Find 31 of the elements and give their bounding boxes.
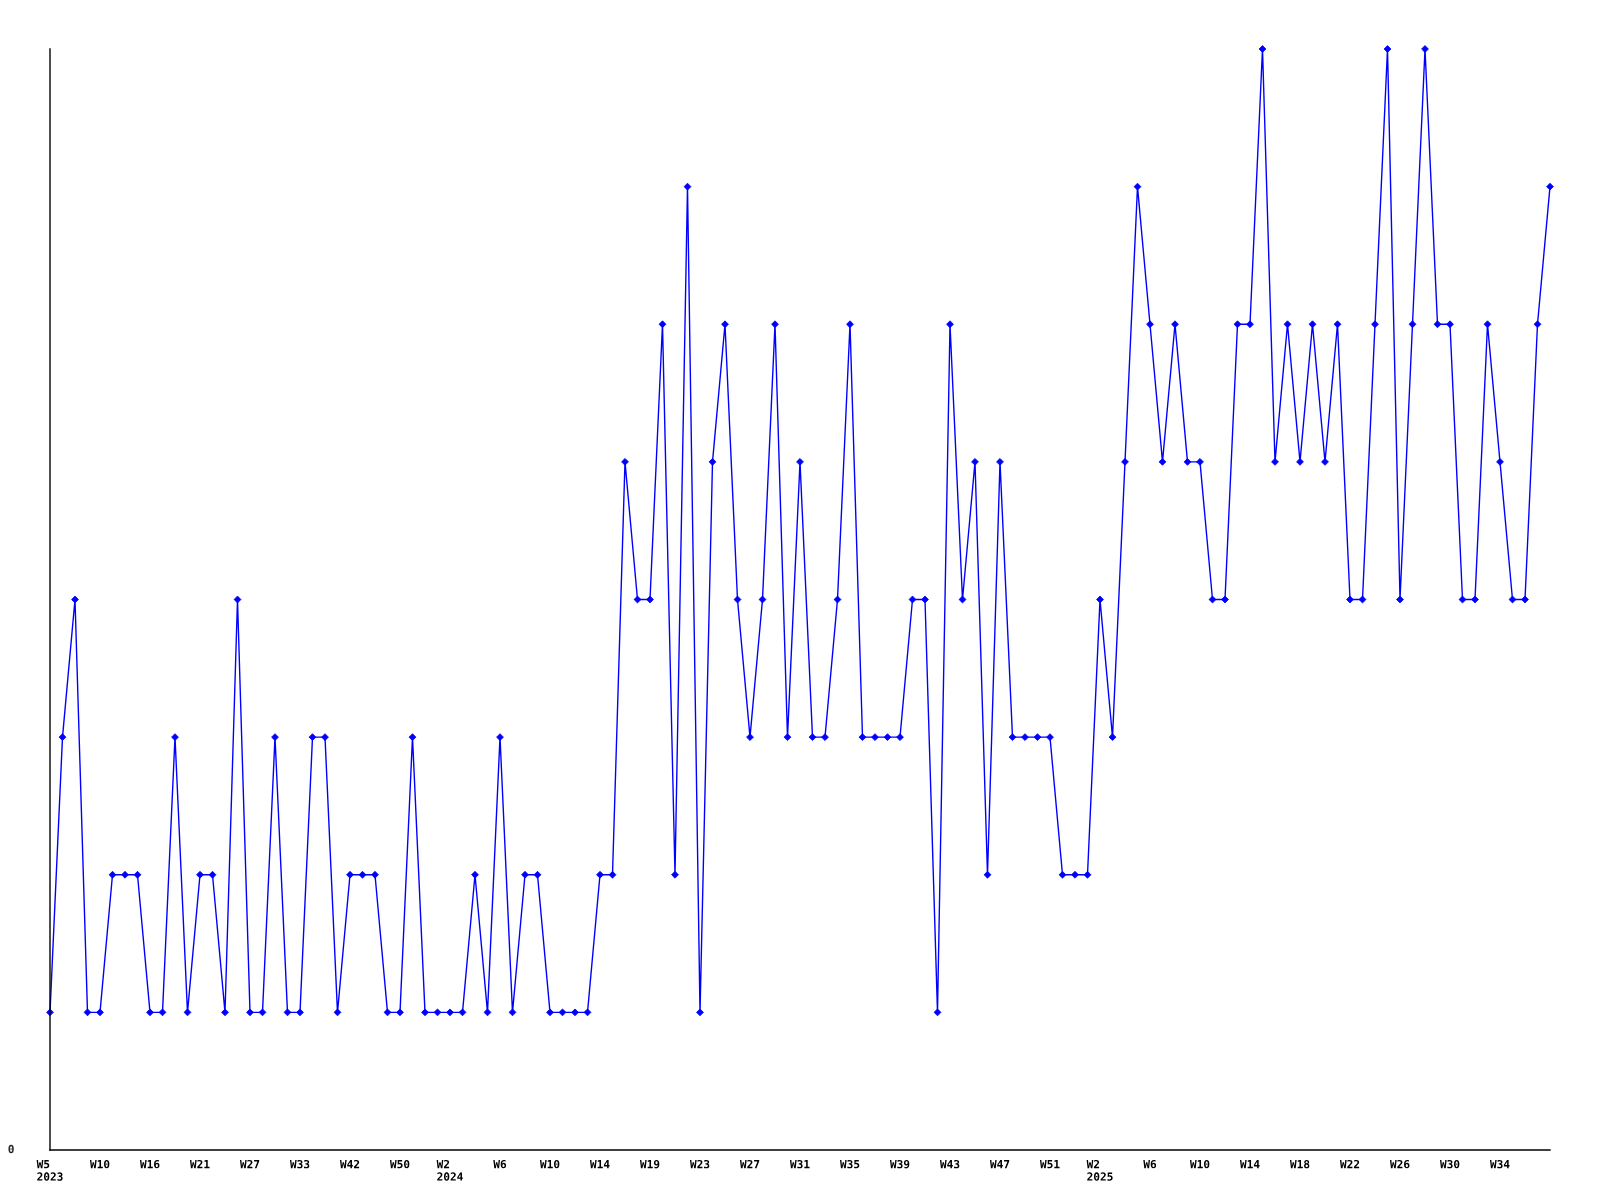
x-tick-label: W10 <box>89 1159 110 1169</box>
x-tick-label: W34 <box>1489 1159 1510 1169</box>
text: 0 <box>8 1144 14 1154</box>
x-tick-label: W50 <box>389 1159 410 1169</box>
x-tick-label: W5 2023 <box>36 1160 63 1181</box>
x-tick-label: W18 <box>1289 1159 1310 1169</box>
x-tick-label: W30 <box>1439 1159 1460 1169</box>
x-tick-label: W33 <box>289 1159 310 1169</box>
x-tick-label: W6 <box>493 1159 507 1169</box>
x-tick-label: W31 <box>789 1159 810 1169</box>
x-tick-label: W2 2024 <box>436 1159 463 1181</box>
x-tick-label: W23 <box>689 1159 710 1169</box>
x-tick-label: W43 <box>939 1159 960 1169</box>
x-tick-label: W14 <box>589 1160 610 1169</box>
x-tick-label: W2 2025 <box>1086 1159 1113 1181</box>
x-tick-label: W27 <box>239 1159 260 1169</box>
x-tick-label: W51 <box>1039 1160 1060 1169</box>
x-tick-label: W10 <box>1189 1159 1210 1169</box>
x-tick-label: W21 <box>189 1159 210 1169</box>
x-tick-label: W14 <box>1239 1160 1260 1169</box>
x-tick-label: W10 <box>539 1159 560 1169</box>
x-tick-label: W22 <box>1339 1159 1360 1169</box>
x-tick-label: W47 <box>989 1160 1010 1169</box>
x-tick-label: W19 <box>639 1159 660 1169</box>
x-tick-label: W27 <box>739 1159 760 1169</box>
x-tick-label: W26 <box>1389 1159 1410 1169</box>
x-tick-label: W35 <box>839 1159 860 1169</box>
x-tick-label: W16 <box>139 1159 160 1169</box>
x-tick-label: W39 <box>889 1159 910 1169</box>
x-tick-label: W42 <box>339 1159 360 1169</box>
x-tick-label: W6 <box>1143 1159 1157 1169</box>
